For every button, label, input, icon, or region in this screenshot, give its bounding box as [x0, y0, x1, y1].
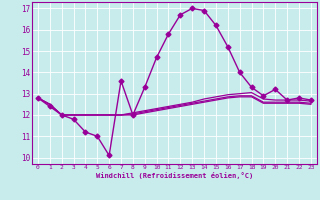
- X-axis label: Windchill (Refroidissement éolien,°C): Windchill (Refroidissement éolien,°C): [96, 172, 253, 179]
